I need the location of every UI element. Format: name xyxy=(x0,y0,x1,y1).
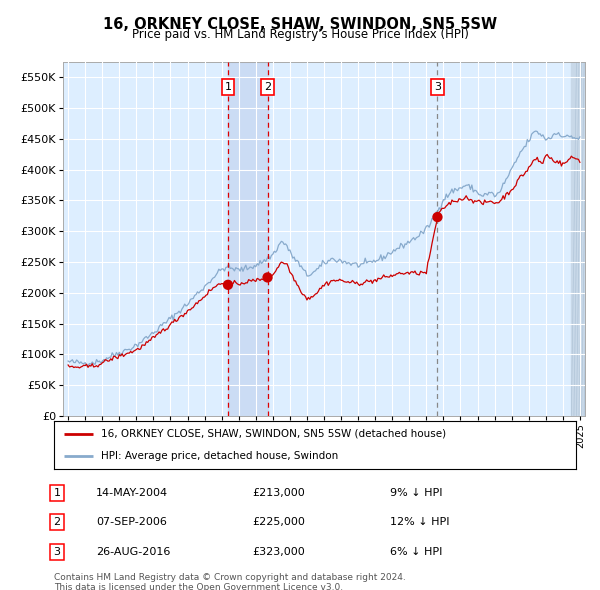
Text: 2: 2 xyxy=(264,82,271,91)
Text: £213,000: £213,000 xyxy=(252,488,305,497)
Text: 3: 3 xyxy=(434,82,441,91)
Text: HPI: Average price, detached house, Swindon: HPI: Average price, detached house, Swin… xyxy=(101,451,338,461)
Point xyxy=(263,273,272,282)
Text: Contains HM Land Registry data © Crown copyright and database right 2024.: Contains HM Land Registry data © Crown c… xyxy=(54,573,406,582)
Text: 6% ↓ HPI: 6% ↓ HPI xyxy=(390,547,442,556)
Text: 9% ↓ HPI: 9% ↓ HPI xyxy=(390,488,443,497)
Text: £225,000: £225,000 xyxy=(252,517,305,527)
Point xyxy=(223,280,233,290)
Text: 26-AUG-2016: 26-AUG-2016 xyxy=(96,547,170,556)
Text: 16, ORKNEY CLOSE, SHAW, SWINDON, SN5 5SW (detached house): 16, ORKNEY CLOSE, SHAW, SWINDON, SN5 5SW… xyxy=(101,429,446,439)
Text: £323,000: £323,000 xyxy=(252,547,305,556)
Text: 2: 2 xyxy=(53,517,61,527)
Text: 1: 1 xyxy=(224,82,232,91)
Text: Price paid vs. HM Land Registry's House Price Index (HPI): Price paid vs. HM Land Registry's House … xyxy=(131,28,469,41)
Bar xyxy=(571,62,585,416)
Text: 16, ORKNEY CLOSE, SHAW, SWINDON, SN5 5SW: 16, ORKNEY CLOSE, SHAW, SWINDON, SN5 5SW xyxy=(103,17,497,31)
Text: 07-SEP-2006: 07-SEP-2006 xyxy=(96,517,167,527)
Text: 3: 3 xyxy=(53,547,61,556)
Text: 1: 1 xyxy=(53,488,61,497)
Text: 12% ↓ HPI: 12% ↓ HPI xyxy=(390,517,449,527)
Text: 14-MAY-2004: 14-MAY-2004 xyxy=(96,488,168,497)
Point xyxy=(433,212,442,222)
Text: This data is licensed under the Open Government Licence v3.0.: This data is licensed under the Open Gov… xyxy=(54,583,343,590)
Bar xyxy=(228,62,268,416)
